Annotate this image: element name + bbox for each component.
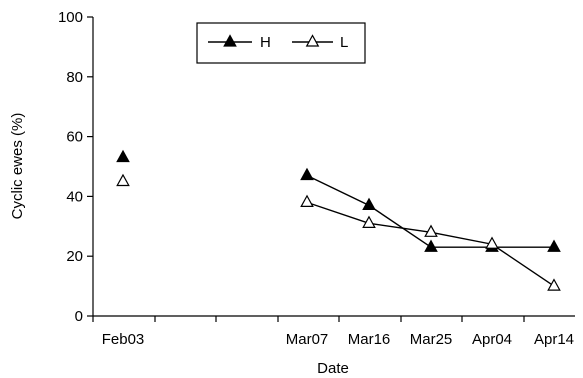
y-tick-label: 100 [58,9,83,26]
y-tick-label: 40 [66,188,83,205]
x-tick-label: Apr04 [472,331,512,348]
point-h [116,149,130,163]
legend-box [196,22,366,64]
y-axis-label: Cyclic ewes (%) [9,113,26,220]
x-tick-label: Apr14 [534,331,574,348]
legend-marker-h [223,34,237,47]
series-markers [116,149,561,291]
x-tick-label: Mar07 [286,331,329,348]
legend-label-l: L [340,34,348,51]
y-tick-label: 0 [75,308,83,325]
x-tick-label: Feb03 [102,331,145,348]
point-l [116,173,130,187]
x-tick-label: Mar16 [348,331,391,348]
point-l [362,215,376,228]
point-h [424,239,438,252]
plot-area: 0 20 40 60 80 100 Feb03 Mar07 Mar16 Mar25 Apr04 Ap… [58,9,575,348]
x-axis-label: Date [317,360,349,377]
point-l [424,224,438,237]
x-ticks: Feb03 Mar07 Mar16 Mar25 Apr04 Apr14 [92,316,574,348]
y-tick-label: 60 [66,129,83,146]
y-ticks: 0 20 40 60 80 100 [58,9,93,325]
point-h [547,239,561,252]
point-h [362,197,376,210]
legend-label-h: H [260,34,271,51]
point-l [485,236,499,249]
point-l [300,194,314,208]
legend-marker-l [305,34,320,47]
point-l [547,278,561,291]
x-tick-label: Mar25 [410,331,453,348]
y-tick-label: 80 [66,69,83,86]
y-tick-label: 20 [66,248,83,265]
point-h [300,167,314,181]
